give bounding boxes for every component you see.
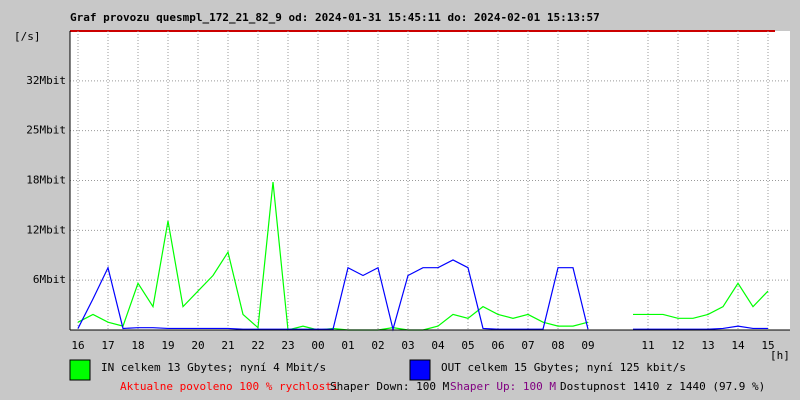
- series-line: [77, 259, 768, 332]
- legend-swatch: [409, 359, 431, 381]
- chart-title: Graf provozu quesmpl_172_21_82_9 od: 202…: [70, 11, 600, 24]
- x-tick-label: 17: [101, 339, 114, 352]
- x-tick-label: 18: [131, 339, 144, 352]
- x-tick-label: 02: [371, 339, 384, 352]
- x-tick-label: 21: [221, 339, 234, 352]
- x-tick-label: 04: [431, 339, 445, 352]
- legend-label: IN celkem 13 Gbytes; nyní 4 Mbit/s: [101, 361, 326, 374]
- x-tick-label: 16: [71, 339, 84, 352]
- footer-text: Dostupnost 1410 z 1440 (97.9 %): [560, 380, 765, 393]
- x-tick-label: 11: [641, 339, 654, 352]
- footer-text: Aktualne povoleno 100 % rychlosti: [120, 380, 339, 393]
- x-tick-label: 20: [191, 339, 204, 352]
- x-tick-label: 03: [401, 339, 414, 352]
- x-tick-label: 22: [251, 339, 264, 352]
- x-tick-label: 00: [311, 339, 324, 352]
- footer-text: Shaper Up: 100 M: [450, 380, 556, 393]
- y-axis-label: [/s]: [14, 30, 41, 43]
- legend-swatch: [69, 359, 91, 381]
- y-tick-label: 12Mbit: [26, 223, 66, 236]
- x-tick-label: 06: [491, 339, 504, 352]
- x-tick-label: 23: [281, 339, 294, 352]
- y-tick-label: 25Mbit: [26, 124, 66, 137]
- legend-label: OUT celkem 15 Gbytes; nyní 125 kbit/s: [441, 361, 686, 374]
- x-tick-label: 05: [461, 339, 474, 352]
- y-tick-label: 6Mbit: [33, 273, 66, 286]
- x-tick-label: 19: [161, 339, 174, 352]
- x-tick-label: 09: [581, 339, 594, 352]
- x-tick-label: 07: [521, 339, 534, 352]
- y-tick-label: 18Mbit: [26, 174, 66, 187]
- x-axis-label: [h]: [770, 349, 790, 362]
- x-tick-label: 13: [701, 339, 714, 352]
- x-tick-label: 12: [671, 339, 684, 352]
- y-tick-label: 32Mbit: [26, 74, 66, 87]
- x-tick-label: 14: [731, 339, 745, 352]
- x-tick-label: 01: [341, 339, 354, 352]
- footer-text: Shaper Down: 100 M: [330, 380, 450, 393]
- x-tick-label: 08: [551, 339, 564, 352]
- x-tick-label: 15: [761, 339, 774, 352]
